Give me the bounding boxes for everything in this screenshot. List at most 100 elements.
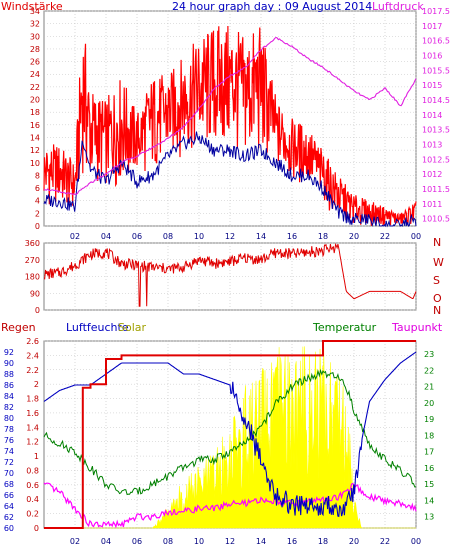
temperature-tick-label: 22: [424, 366, 434, 375]
rain-x-tick-label: 20: [349, 537, 359, 546]
wind-tick-label: 10: [30, 159, 40, 168]
humidity-tick-label: 82: [4, 403, 14, 412]
pressure-tick-label: 1014.5: [422, 96, 450, 105]
humidity-tick-label: 66: [4, 491, 14, 500]
rain-tick-label: 2: [34, 380, 39, 389]
rain-x-tick-label: 12: [225, 537, 235, 546]
rain-x-tick-label: 10: [194, 537, 204, 546]
temperature-tick-label: 17: [424, 448, 434, 457]
rain-x-tick-label: 18: [318, 537, 328, 546]
gust-series: [43, 25, 417, 226]
humidity-tick-label: 72: [4, 458, 14, 467]
wind-label: Windstärke: [1, 0, 63, 13]
direction-tick-label: 270: [25, 256, 40, 265]
direction-series: [44, 242, 417, 307]
wind-x-tick-label: 08: [163, 232, 173, 241]
temperature-label: Temperatur: [312, 321, 377, 334]
pressure-tick-label: 1017.5: [422, 7, 450, 16]
humidity-tick-label: 80: [4, 414, 14, 423]
direction-tick-label: 90: [30, 289, 40, 298]
direction-tick-label: 0: [35, 306, 40, 315]
pressure-series: [43, 36, 417, 195]
humidity-tick-label: 88: [4, 370, 14, 379]
pressure-tick-label: 1012.5: [422, 155, 450, 164]
rain-x-tick-label: 04: [101, 537, 111, 546]
compass-label: W: [433, 256, 444, 269]
rain-x-tick-label: 22: [380, 537, 390, 546]
humidity-tick-label: 78: [4, 425, 14, 434]
wind-tick-label: 18: [30, 108, 40, 117]
wind-x-tick-label: 18: [318, 232, 328, 241]
wind-x-tick-label: 14: [256, 232, 266, 241]
rain-tick-label: 2.4: [26, 351, 39, 360]
compass-label: O: [433, 292, 442, 305]
rain-tick-label: 0.4: [26, 495, 39, 504]
temperature-tick-label: 19: [424, 415, 434, 424]
rain-tick-label: 0.2: [26, 510, 39, 519]
rain-x-tick-label: 16: [287, 537, 297, 546]
rain-tick-label: 1.2: [26, 438, 39, 447]
wind-x-tick-label: 02: [70, 232, 80, 241]
wind-tick-label: 6: [35, 184, 40, 193]
rain-tick-label: 1.8: [26, 395, 39, 404]
temperature-tick-label: 15: [424, 480, 434, 489]
wind-tick-label: 22: [30, 83, 40, 92]
temperature-tick-label: 21: [424, 383, 434, 392]
humidity-label: Luftfeuchte: [66, 321, 129, 334]
temperature-tick-label: 23: [424, 350, 434, 359]
wind-average-series: [43, 131, 417, 228]
solar-series: [44, 345, 416, 529]
wind-tick-label: 34: [30, 7, 40, 16]
dewpoint-label: Taupunkt: [391, 321, 443, 334]
wind-x-tick-label: 06: [132, 232, 142, 241]
temperature-series: [43, 368, 417, 496]
pressure-tick-label: 1017: [422, 22, 442, 31]
rain-tick-label: 1.6: [26, 409, 39, 418]
rain-tick-label: 1.4: [26, 423, 39, 432]
wind-tick-label: 32: [30, 20, 40, 29]
compass-label: S: [433, 274, 440, 287]
pressure-tick-label: 1011: [422, 200, 442, 209]
wind-tick-label: 0: [35, 222, 40, 231]
rain-tick-label: 0.8: [26, 466, 39, 475]
pressure-label: Luftdruck: [372, 0, 424, 13]
wind-x-tick-label: 04: [101, 232, 111, 241]
humidity-tick-label: 60: [4, 524, 14, 533]
rain-tick-label: 2.6: [26, 337, 39, 346]
temperature-tick-label: 13: [424, 513, 434, 522]
pressure-tick-label: 1012: [422, 170, 442, 179]
wind-x-tick-label: 00: [411, 232, 421, 241]
humidity-tick-label: 62: [4, 513, 14, 522]
pressure-tick-label: 1016: [422, 51, 442, 60]
humidity-tick-label: 92: [4, 348, 14, 357]
pressure-tick-label: 1013.5: [422, 126, 450, 135]
humidity-tick-label: 74: [4, 447, 14, 456]
temperature-tick-label: 16: [424, 464, 434, 473]
humidity-tick-label: 84: [4, 392, 14, 401]
rain-tick-label: 1: [34, 452, 39, 461]
temperature-tick-label: 20: [424, 399, 434, 408]
rain-x-tick-label: 00: [411, 537, 421, 546]
rain-x-tick-label: 06: [132, 537, 142, 546]
pressure-tick-label: 1014: [422, 111, 442, 120]
rain-label: Regen: [1, 321, 36, 334]
pressure-tick-label: 1011.5: [422, 185, 450, 194]
humidity-tick-label: 70: [4, 469, 14, 478]
direction-tick-label: 360: [25, 239, 40, 248]
wind-tick-label: 26: [30, 58, 40, 67]
wind-x-tick-label: 10: [194, 232, 204, 241]
pressure-tick-label: 1015: [422, 81, 442, 90]
wind-tick-label: 16: [30, 121, 40, 130]
rain-x-tick-label: 14: [256, 537, 266, 546]
wind-x-tick-label: 16: [287, 232, 297, 241]
wind-tick-label: 12: [30, 146, 40, 155]
wind-x-tick-label: 20: [349, 232, 359, 241]
rain-tick-label: 2.2: [26, 366, 39, 375]
solar-label: Solar: [118, 321, 147, 334]
rain-tick-label: 0: [34, 524, 39, 533]
compass-label: N: [433, 236, 441, 249]
humidity-tick-label: 64: [4, 502, 14, 511]
pressure-tick-label: 1015.5: [422, 66, 450, 75]
